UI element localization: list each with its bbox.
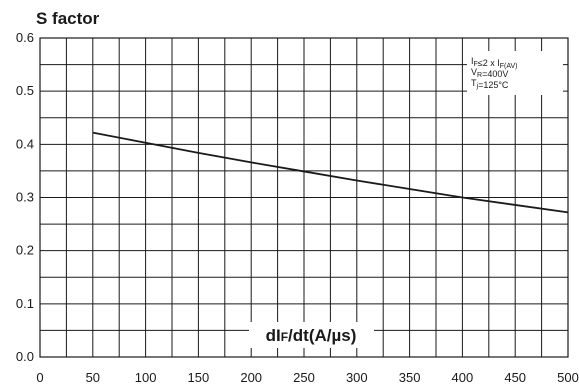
x-axis-label-rest: /dt(A/µs) — [288, 326, 356, 345]
y-tick-label: 0.5 — [16, 83, 34, 98]
x-axis-label: dIF/dt(A/µs) — [266, 326, 357, 345]
condition-text: =125°C — [478, 80, 509, 90]
conditions-background — [467, 51, 563, 95]
x-tick-label: 150 — [188, 370, 210, 385]
condition-text: =400V — [482, 69, 508, 79]
y-tick-label: 0.1 — [16, 296, 34, 311]
condition-text: V — [471, 67, 477, 77]
grid — [39, 37, 569, 358]
condition-subscript: j — [476, 83, 479, 90]
series-line — [92, 131, 569, 214]
x-tick-label: 200 — [240, 370, 262, 385]
condition-text: ≤2 x I — [478, 58, 500, 68]
x-tick-label: 250 — [293, 370, 315, 385]
condition-line: Tj=125°C — [471, 78, 509, 90]
y-tick-label: 0.3 — [16, 190, 34, 205]
x-tick-label: 350 — [399, 370, 421, 385]
y-tick-label: 0.4 — [16, 136, 34, 151]
y-tick-labels: 0.0 0.1 0.2 0.3 0.4 0.5 0.6 — [16, 30, 34, 364]
condition-subscript: F(AV) — [500, 63, 518, 70]
x-tick-label: 100 — [135, 370, 157, 385]
plot-frame — [39, 37, 569, 358]
condition-line: VR=400V — [471, 67, 508, 79]
condition-text: I — [471, 56, 474, 66]
y-tick-label: 0.2 — [16, 243, 34, 258]
condition-subscript: R — [477, 72, 482, 79]
x-axis-label-background — [249, 322, 374, 348]
chart-title: S factor — [36, 9, 100, 28]
condition-text: T — [471, 78, 477, 88]
series-layer — [92, 131, 569, 214]
x-tick-label: 400 — [452, 370, 474, 385]
y-tick-label: 0.0 — [16, 349, 34, 364]
x-tick-label: 50 — [86, 370, 100, 385]
x-axis-label-sub: F — [281, 330, 288, 344]
x-tick-label: 450 — [504, 370, 526, 385]
condition-line: IF≤2 x IF(AV) — [471, 56, 518, 70]
x-tick-label: 0 — [36, 370, 43, 385]
x-axis-label-main: dI — [266, 326, 281, 345]
x-tick-label: 500 — [557, 370, 579, 385]
y-tick-label: 0.6 — [16, 30, 34, 45]
x-tick-label: 300 — [346, 370, 368, 385]
x-tick-labels: 0 50 100 150 200 250 300 350 400 450 500 — [36, 370, 578, 385]
x-axis-label-box: dIF/dt(A/µs) — [249, 322, 374, 348]
condition-subscript: F — [474, 61, 478, 68]
